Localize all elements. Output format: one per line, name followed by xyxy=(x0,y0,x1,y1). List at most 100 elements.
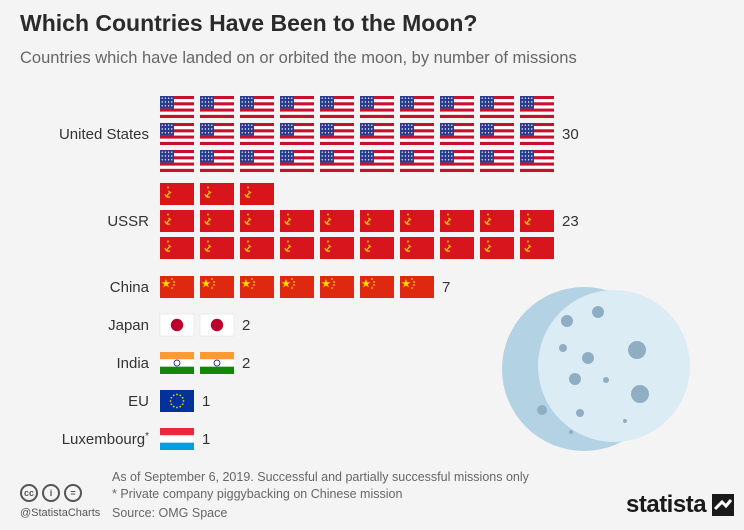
us-flag-icon xyxy=(320,96,354,118)
chart-title: Which Countries Have Been to the Moon? xyxy=(20,10,478,36)
china-flag-icon xyxy=(240,276,274,298)
moon-crater xyxy=(559,344,567,352)
china-flag-icon xyxy=(320,276,354,298)
ussr-flag-icon xyxy=(440,210,474,232)
us-flag-icon xyxy=(320,123,354,145)
nd-icon: = xyxy=(64,484,82,502)
footnote-luxembourg: * Private company piggybacking on Chines… xyxy=(112,487,403,501)
by-icon: i xyxy=(42,484,60,502)
us-flag-icon xyxy=(280,96,314,118)
ussr-flag-icon xyxy=(320,210,354,232)
ussr-flag-icon xyxy=(360,210,394,232)
us-flag-icon xyxy=(440,123,474,145)
china-flag-icon xyxy=(200,276,234,298)
moon-crater xyxy=(592,306,604,318)
us-flag-icon xyxy=(200,96,234,118)
ussr-flag-icon xyxy=(160,237,194,259)
ussr-flag-icon xyxy=(400,237,434,259)
india-flag-icon xyxy=(200,352,234,374)
chart-subtitle: Countries which have landed on or orbite… xyxy=(20,49,577,67)
category-footnote-mark: * xyxy=(145,431,149,442)
value-label: 1 xyxy=(202,393,210,410)
category-label: Luxembourg* xyxy=(62,431,149,449)
statista-handle[interactable]: @StatistaCharts xyxy=(20,507,101,519)
us-flag-icon xyxy=(520,150,554,172)
ussr-flag-icon xyxy=(200,210,234,232)
ussr-flag-icon xyxy=(240,237,274,259)
country-row: USSR 23 xyxy=(107,183,579,259)
ussr-flag-icon xyxy=(280,210,314,232)
category-label: China xyxy=(110,279,150,296)
moon-icon xyxy=(502,287,690,451)
value-label: 23 xyxy=(562,213,579,230)
china-flag-icon xyxy=(160,276,194,298)
value-label: 7 xyxy=(442,279,450,296)
country-row: India 2 xyxy=(116,352,250,374)
china-flag-icon xyxy=(360,276,394,298)
us-flag-icon xyxy=(320,150,354,172)
statista-logo[interactable]: statista xyxy=(626,491,735,519)
ussr-flag-icon xyxy=(200,183,234,205)
footnote-date: As of September 6, 2019. Successful and … xyxy=(112,470,529,484)
luxembourg-flag-icon xyxy=(160,428,194,450)
us-flag-icon xyxy=(480,123,514,145)
moon-crater xyxy=(628,341,646,359)
india-flag-icon xyxy=(160,352,194,374)
us-flag-icon xyxy=(200,150,234,172)
moon-crater xyxy=(631,385,649,403)
cc-icon: cc xyxy=(20,484,38,502)
source-text: Source: OMG Space xyxy=(112,506,228,520)
us-flag-icon xyxy=(520,96,554,118)
us-flag-icon xyxy=(360,96,394,118)
value-label: 2 xyxy=(242,355,250,372)
ussr-flag-icon xyxy=(240,210,274,232)
us-flag-icon xyxy=(440,96,474,118)
moon-crater xyxy=(561,315,573,327)
us-flag-icon xyxy=(360,150,394,172)
moon-crater xyxy=(586,354,590,358)
us-flag-icon xyxy=(520,123,554,145)
us-flag-icon xyxy=(240,96,274,118)
moon-crater xyxy=(569,373,581,385)
moon-crater xyxy=(576,409,584,417)
statista-mark-icon xyxy=(712,494,735,516)
eu-flag-icon xyxy=(160,390,194,412)
us-flag-icon xyxy=(160,123,194,145)
ussr-flag-icon xyxy=(480,237,514,259)
japan-flag-icon xyxy=(159,313,195,337)
value-label: 30 xyxy=(562,126,579,143)
ussr-flag-icon xyxy=(440,237,474,259)
moon-crater xyxy=(537,405,547,415)
ussr-flag-icon xyxy=(200,237,234,259)
value-label: 2 xyxy=(242,317,250,334)
country-row: Japan 2 xyxy=(108,313,250,337)
us-flag-icon xyxy=(400,150,434,172)
category-label: United States xyxy=(59,126,149,143)
ussr-flag-icon xyxy=(360,237,394,259)
us-flag-icon xyxy=(480,150,514,172)
ussr-flag-icon xyxy=(160,183,194,205)
us-flag-icon xyxy=(360,123,394,145)
pictogram-chart: United States 30 USSR 23 China 7 Japan 2 India 2 E… xyxy=(59,96,690,451)
country-row: United States 30 xyxy=(59,96,579,172)
ussr-flag-icon xyxy=(520,210,554,232)
us-flag-icon xyxy=(240,123,274,145)
category-label: EU xyxy=(128,393,149,410)
moon-crater xyxy=(569,430,573,434)
us-flag-icon xyxy=(480,96,514,118)
license-icons: cc i = xyxy=(20,484,82,502)
moon-crater xyxy=(603,377,609,383)
us-flag-icon xyxy=(440,150,474,172)
us-flag-icon xyxy=(280,150,314,172)
ussr-flag-icon xyxy=(280,237,314,259)
moon-crater xyxy=(623,419,627,423)
us-flag-icon xyxy=(400,96,434,118)
us-flag-icon xyxy=(160,150,194,172)
japan-flag-icon xyxy=(199,313,235,337)
us-flag-icon xyxy=(240,150,274,172)
country-row: Luxembourg* 1 xyxy=(62,428,210,450)
us-flag-icon xyxy=(200,123,234,145)
ussr-flag-icon xyxy=(320,237,354,259)
value-label: 1 xyxy=(202,431,210,448)
ussr-flag-icon xyxy=(520,237,554,259)
